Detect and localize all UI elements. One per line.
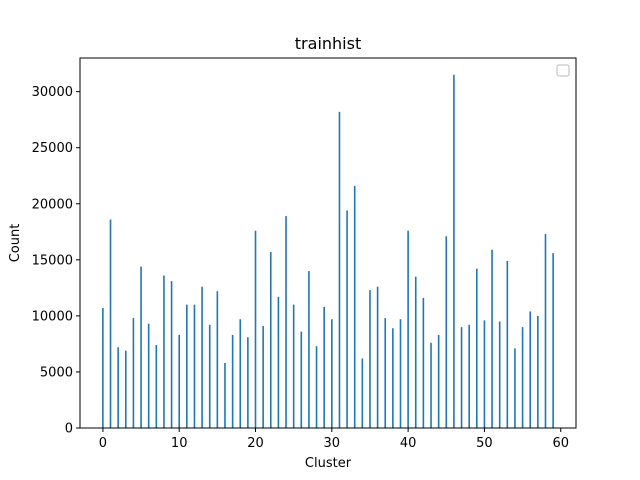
bar-cluster-57	[537, 315, 539, 428]
bar-cluster-6	[147, 323, 150, 428]
bar-cluster-51	[491, 249, 493, 428]
bar-cluster-23	[277, 296, 280, 428]
bar-cluster-53	[506, 260, 509, 428]
bar-cluster-35	[369, 290, 371, 428]
y-tick-label: 10000	[32, 309, 73, 324]
plot-frame	[79, 57, 577, 429]
bar-cluster-20	[254, 230, 257, 428]
bar-cluster-32	[346, 210, 348, 428]
bar-cluster-7	[155, 345, 158, 428]
bar-cluster-27	[308, 271, 310, 428]
bar-cluster-1	[109, 219, 112, 428]
bar-cluster-52	[498, 321, 501, 428]
bar-cluster-31	[338, 111, 341, 428]
bar-cluster-29	[323, 306, 325, 428]
legend-box	[556, 64, 570, 77]
bar-cluster-47	[460, 327, 463, 428]
chart-title: trainhist	[295, 34, 361, 53]
y-tick-label: 15000	[32, 253, 73, 268]
bar-cluster-37	[384, 318, 387, 428]
x-tick-label: 0	[99, 436, 107, 451]
y-tick-label: 5000	[40, 365, 73, 380]
y-axis-title: Count	[8, 224, 23, 263]
bar-cluster-21	[262, 325, 264, 428]
bar-cluster-40	[407, 230, 409, 428]
bar-cluster-39	[399, 319, 402, 428]
bar-cluster-9	[170, 281, 173, 428]
bar-cluster-14	[208, 324, 211, 428]
bar-cluster-50	[483, 320, 486, 428]
bar-cluster-11	[186, 304, 188, 428]
bar-cluster-13	[201, 286, 203, 428]
bar-cluster-43	[430, 342, 432, 428]
bar-cluster-30	[331, 319, 333, 428]
bar-cluster-48	[468, 324, 470, 428]
bar-cluster-38	[392, 328, 394, 428]
bar-cluster-12	[193, 304, 196, 428]
bar-cluster-59	[552, 253, 554, 428]
bar-cluster-54	[514, 348, 516, 428]
bar-cluster-26	[300, 331, 303, 428]
bar-cluster-46	[453, 74, 455, 428]
x-tick-label: 50	[476, 436, 493, 451]
bar-cluster-49	[476, 268, 478, 428]
bar-cluster-19	[247, 337, 249, 428]
y-tick-label: 0	[65, 422, 73, 437]
bar-cluster-15	[216, 291, 219, 428]
y-axis-ticks: 0 5000 10000 15000 20000 25000 30000	[32, 85, 80, 437]
x-tick-label: 60	[552, 436, 569, 451]
bar-cluster-22	[269, 251, 272, 428]
y-tick-label: 30000	[32, 85, 73, 100]
bar-cluster-0	[102, 308, 104, 428]
bar-cluster-33	[353, 185, 356, 428]
bar-cluster-5	[140, 266, 142, 428]
bar-cluster-55	[521, 327, 524, 428]
bar-cluster-58	[544, 234, 547, 428]
x-tick-label: 30	[324, 436, 341, 451]
x-axis-title: Cluster	[305, 456, 352, 471]
bar-cluster-2	[117, 347, 119, 428]
bar-cluster-41	[414, 276, 417, 428]
bar-cluster-18	[239, 319, 242, 428]
bar-cluster-25	[292, 304, 295, 428]
bar-cluster-17	[231, 334, 234, 428]
x-tick-label: 20	[247, 436, 264, 451]
bar-cluster-45	[445, 236, 448, 428]
bar-cluster-4	[132, 318, 135, 428]
y-tick-label: 20000	[32, 197, 73, 212]
bars-group	[102, 74, 554, 428]
x-tick-label: 40	[400, 436, 417, 451]
bar-cluster-34	[361, 358, 364, 428]
bar-cluster-56	[529, 311, 532, 428]
bar-cluster-16	[224, 362, 226, 428]
bar-cluster-28	[315, 346, 318, 428]
x-axis-ticks: 0 10 20 30 40 50 60	[99, 428, 569, 451]
bar-cluster-36	[376, 286, 379, 428]
bar-cluster-8	[163, 275, 165, 428]
bar-cluster-42	[422, 297, 425, 428]
bar-cluster-10	[178, 334, 180, 428]
bar-cluster-44	[437, 334, 440, 428]
y-tick-label: 25000	[32, 141, 73, 156]
x-tick-label: 10	[171, 436, 188, 451]
bar-cluster-3	[124, 350, 127, 428]
bar-cluster-24	[285, 216, 287, 428]
